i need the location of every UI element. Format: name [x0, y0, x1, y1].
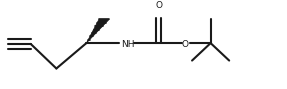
Text: NH: NH	[121, 40, 134, 49]
Text: O: O	[181, 40, 188, 49]
Polygon shape	[86, 19, 109, 43]
Text: O: O	[156, 1, 163, 10]
